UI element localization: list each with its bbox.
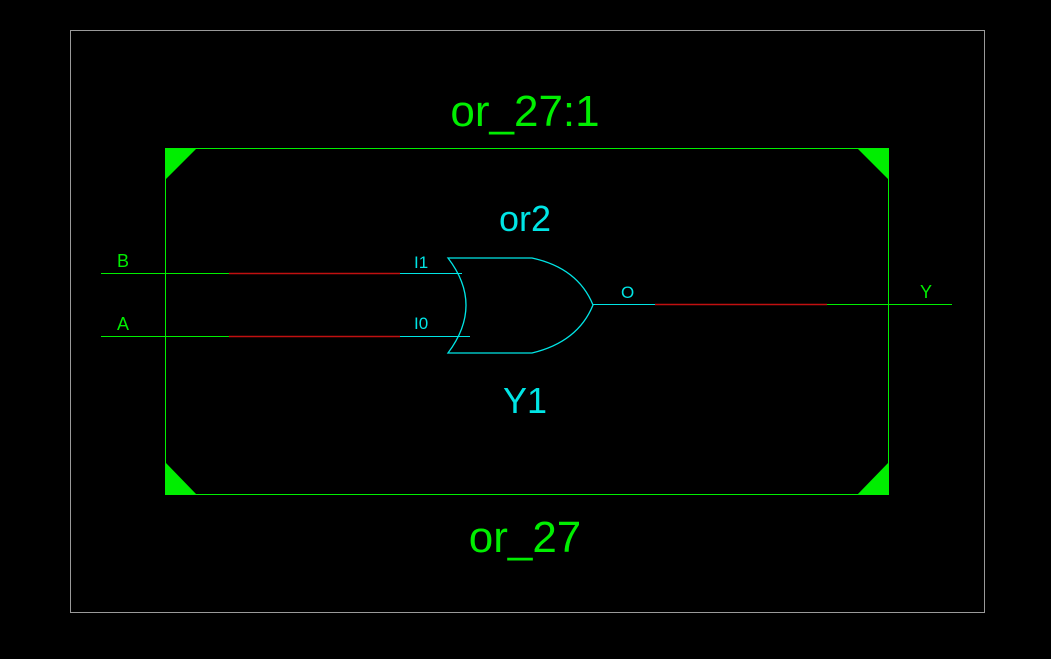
gate-instance-label: Y1 (503, 380, 547, 421)
sheet-frame (70, 30, 985, 613)
gate-type-label: or2 (499, 198, 551, 239)
or2-gate[interactable] (446, 257, 594, 354)
pin-label-i1: I1 (414, 253, 428, 272)
corner-marker-top-right (857, 148, 889, 180)
module-box[interactable] (165, 148, 889, 495)
instance-title: or_27:1 (450, 87, 599, 136)
port-label-b: B (117, 251, 129, 271)
port-label-a: A (117, 314, 129, 334)
corner-marker-bottom-left (165, 462, 197, 495)
pin-label-o: O (621, 283, 634, 302)
module-name: or_27 (469, 513, 582, 562)
module-outline[interactable] (165, 148, 889, 495)
corner-marker-top-left (165, 148, 197, 180)
corner-marker-bottom-right (857, 462, 889, 495)
port-label-y: Y (920, 282, 932, 302)
pin-label-i0: I0 (414, 314, 428, 333)
or-gate-symbol[interactable] (446, 257, 594, 354)
